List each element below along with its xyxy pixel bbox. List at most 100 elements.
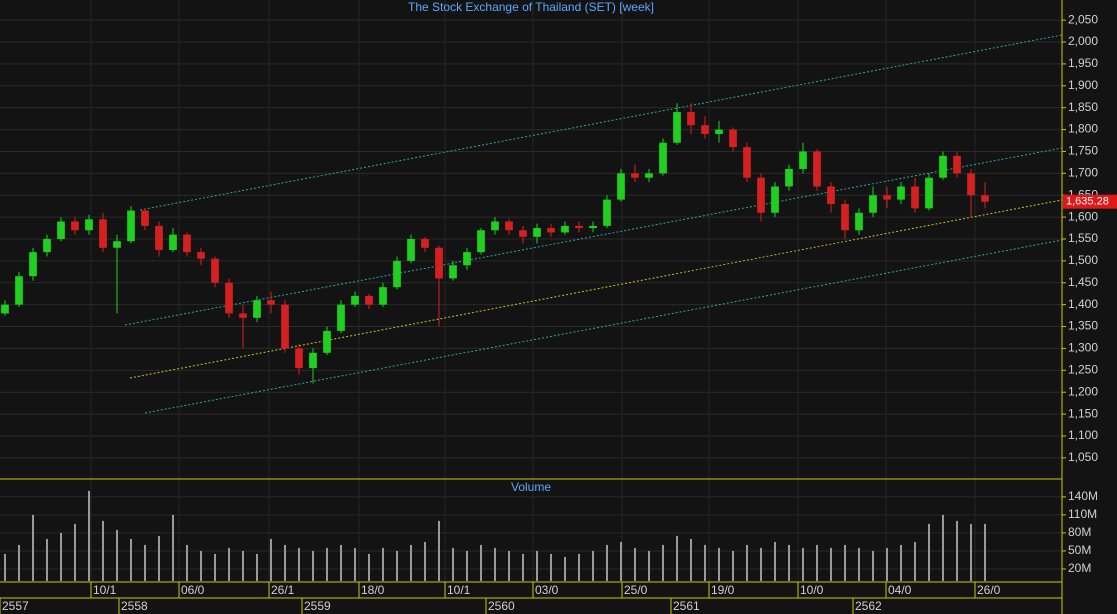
candle-body — [953, 155, 961, 174]
y-tick-label: 2,000 — [1068, 34, 1098, 48]
y-tick-label: 1,950 — [1068, 56, 1098, 70]
candle-body — [477, 230, 485, 253]
candle-body — [421, 239, 429, 248]
candle-body — [729, 129, 737, 148]
candle-body — [785, 168, 793, 187]
candle-body — [813, 151, 821, 187]
channel-lower — [144, 239, 1063, 414]
volume-tick-label: 50M — [1068, 543, 1091, 557]
year-label: 2562 — [855, 599, 882, 613]
channel-upper — [139, 34, 1063, 211]
candle-body — [295, 348, 303, 369]
year-label: 2560 — [488, 599, 515, 613]
y-tick-label: 1,150 — [1068, 406, 1098, 420]
candle-body — [799, 151, 807, 169]
volume-tick-label: 20M — [1068, 561, 1091, 575]
year-label: 2557 — [2, 599, 29, 613]
candle-body — [575, 225, 583, 229]
y-tick-label: 1,250 — [1068, 362, 1098, 376]
candle-body — [869, 195, 877, 213]
volume-title: Volume — [511, 480, 551, 494]
x-tick-label: 04/0 — [888, 583, 912, 597]
y-tick-label: 1,200 — [1068, 384, 1098, 398]
chart-title: The Stock Exchange of Thailand (SET) [we… — [408, 0, 654, 14]
y-tick-label: 1,050 — [1068, 450, 1098, 464]
candle-body — [225, 282, 233, 314]
candle-body — [659, 142, 667, 174]
candle-body — [99, 219, 107, 248]
candle-body — [855, 212, 863, 231]
x-tick-label: 25/0 — [624, 583, 648, 597]
candle-body — [183, 234, 191, 253]
candle-body — [967, 173, 975, 196]
candle-body — [29, 252, 37, 277]
candle-body — [897, 186, 905, 200]
candle-body — [757, 177, 765, 213]
candle-body — [701, 125, 709, 134]
y-tick-label: 2,050 — [1068, 12, 1098, 26]
grid — [0, 0, 1062, 582]
candle-body — [1, 304, 9, 314]
trend-lines — [124, 34, 1063, 414]
candle-body — [351, 295, 359, 305]
y-tick-label: 1,550 — [1068, 231, 1098, 245]
y-tick-label: 1,300 — [1068, 341, 1098, 355]
x-tick-label: 18/0 — [361, 583, 385, 597]
y-tick-label: 1,750 — [1068, 144, 1098, 158]
candle-body — [239, 313, 247, 318]
candle-body — [407, 239, 415, 261]
candle-body — [519, 230, 527, 237]
x-tick-label: 06/0 — [181, 583, 205, 597]
candle-body — [449, 265, 457, 279]
candle-body — [491, 221, 499, 231]
x-tick-label: 19/0 — [711, 583, 735, 597]
y-tick-label: 1,450 — [1068, 275, 1098, 289]
candle-body — [393, 260, 401, 288]
x-tick-label: 26/0 — [977, 583, 1001, 597]
candle-body — [43, 239, 51, 253]
candle-body — [57, 221, 65, 239]
candle-body — [281, 304, 289, 349]
candle-body — [547, 228, 555, 233]
x-tick-label: 26/1 — [271, 583, 295, 597]
candle-body — [309, 352, 317, 369]
year-label: 2558 — [121, 599, 148, 613]
candle-body — [561, 225, 569, 233]
candle-body — [169, 234, 177, 250]
candle-body — [771, 186, 779, 213]
candle-body — [617, 173, 625, 200]
y-tick-label: 1,350 — [1068, 319, 1098, 333]
y-tick-label: 1,600 — [1068, 209, 1098, 223]
candle-body — [197, 252, 205, 259]
candle-body — [253, 300, 261, 318]
y-tick-label: 1,850 — [1068, 100, 1098, 114]
candle-body — [365, 295, 373, 305]
volume-tick-label: 140M — [1068, 489, 1098, 503]
candle-body — [505, 221, 513, 231]
candle-body — [743, 147, 751, 178]
candle-body — [71, 221, 79, 231]
candle-body — [715, 129, 723, 134]
candle-body — [211, 258, 219, 283]
candle-body — [827, 186, 835, 204]
candle-body — [435, 247, 443, 279]
volume-tick-label: 80M — [1068, 525, 1091, 539]
y-tick-label: 1,400 — [1068, 297, 1098, 311]
candle-body — [687, 112, 695, 126]
candle-body — [631, 173, 639, 178]
volume-tick-label: 110M — [1068, 507, 1097, 521]
y-tick-label: 1,500 — [1068, 253, 1098, 267]
candle-body — [939, 155, 947, 178]
candle-body — [15, 276, 23, 305]
candle-body — [267, 300, 275, 305]
candle-body — [533, 228, 541, 237]
candle-body — [673, 112, 681, 143]
x-tick-label: 03/0 — [535, 583, 559, 597]
candle-body — [379, 287, 387, 305]
x-tick-label: 10/0 — [800, 583, 824, 597]
candle-body — [337, 304, 345, 331]
frame — [0, 0, 1063, 614]
